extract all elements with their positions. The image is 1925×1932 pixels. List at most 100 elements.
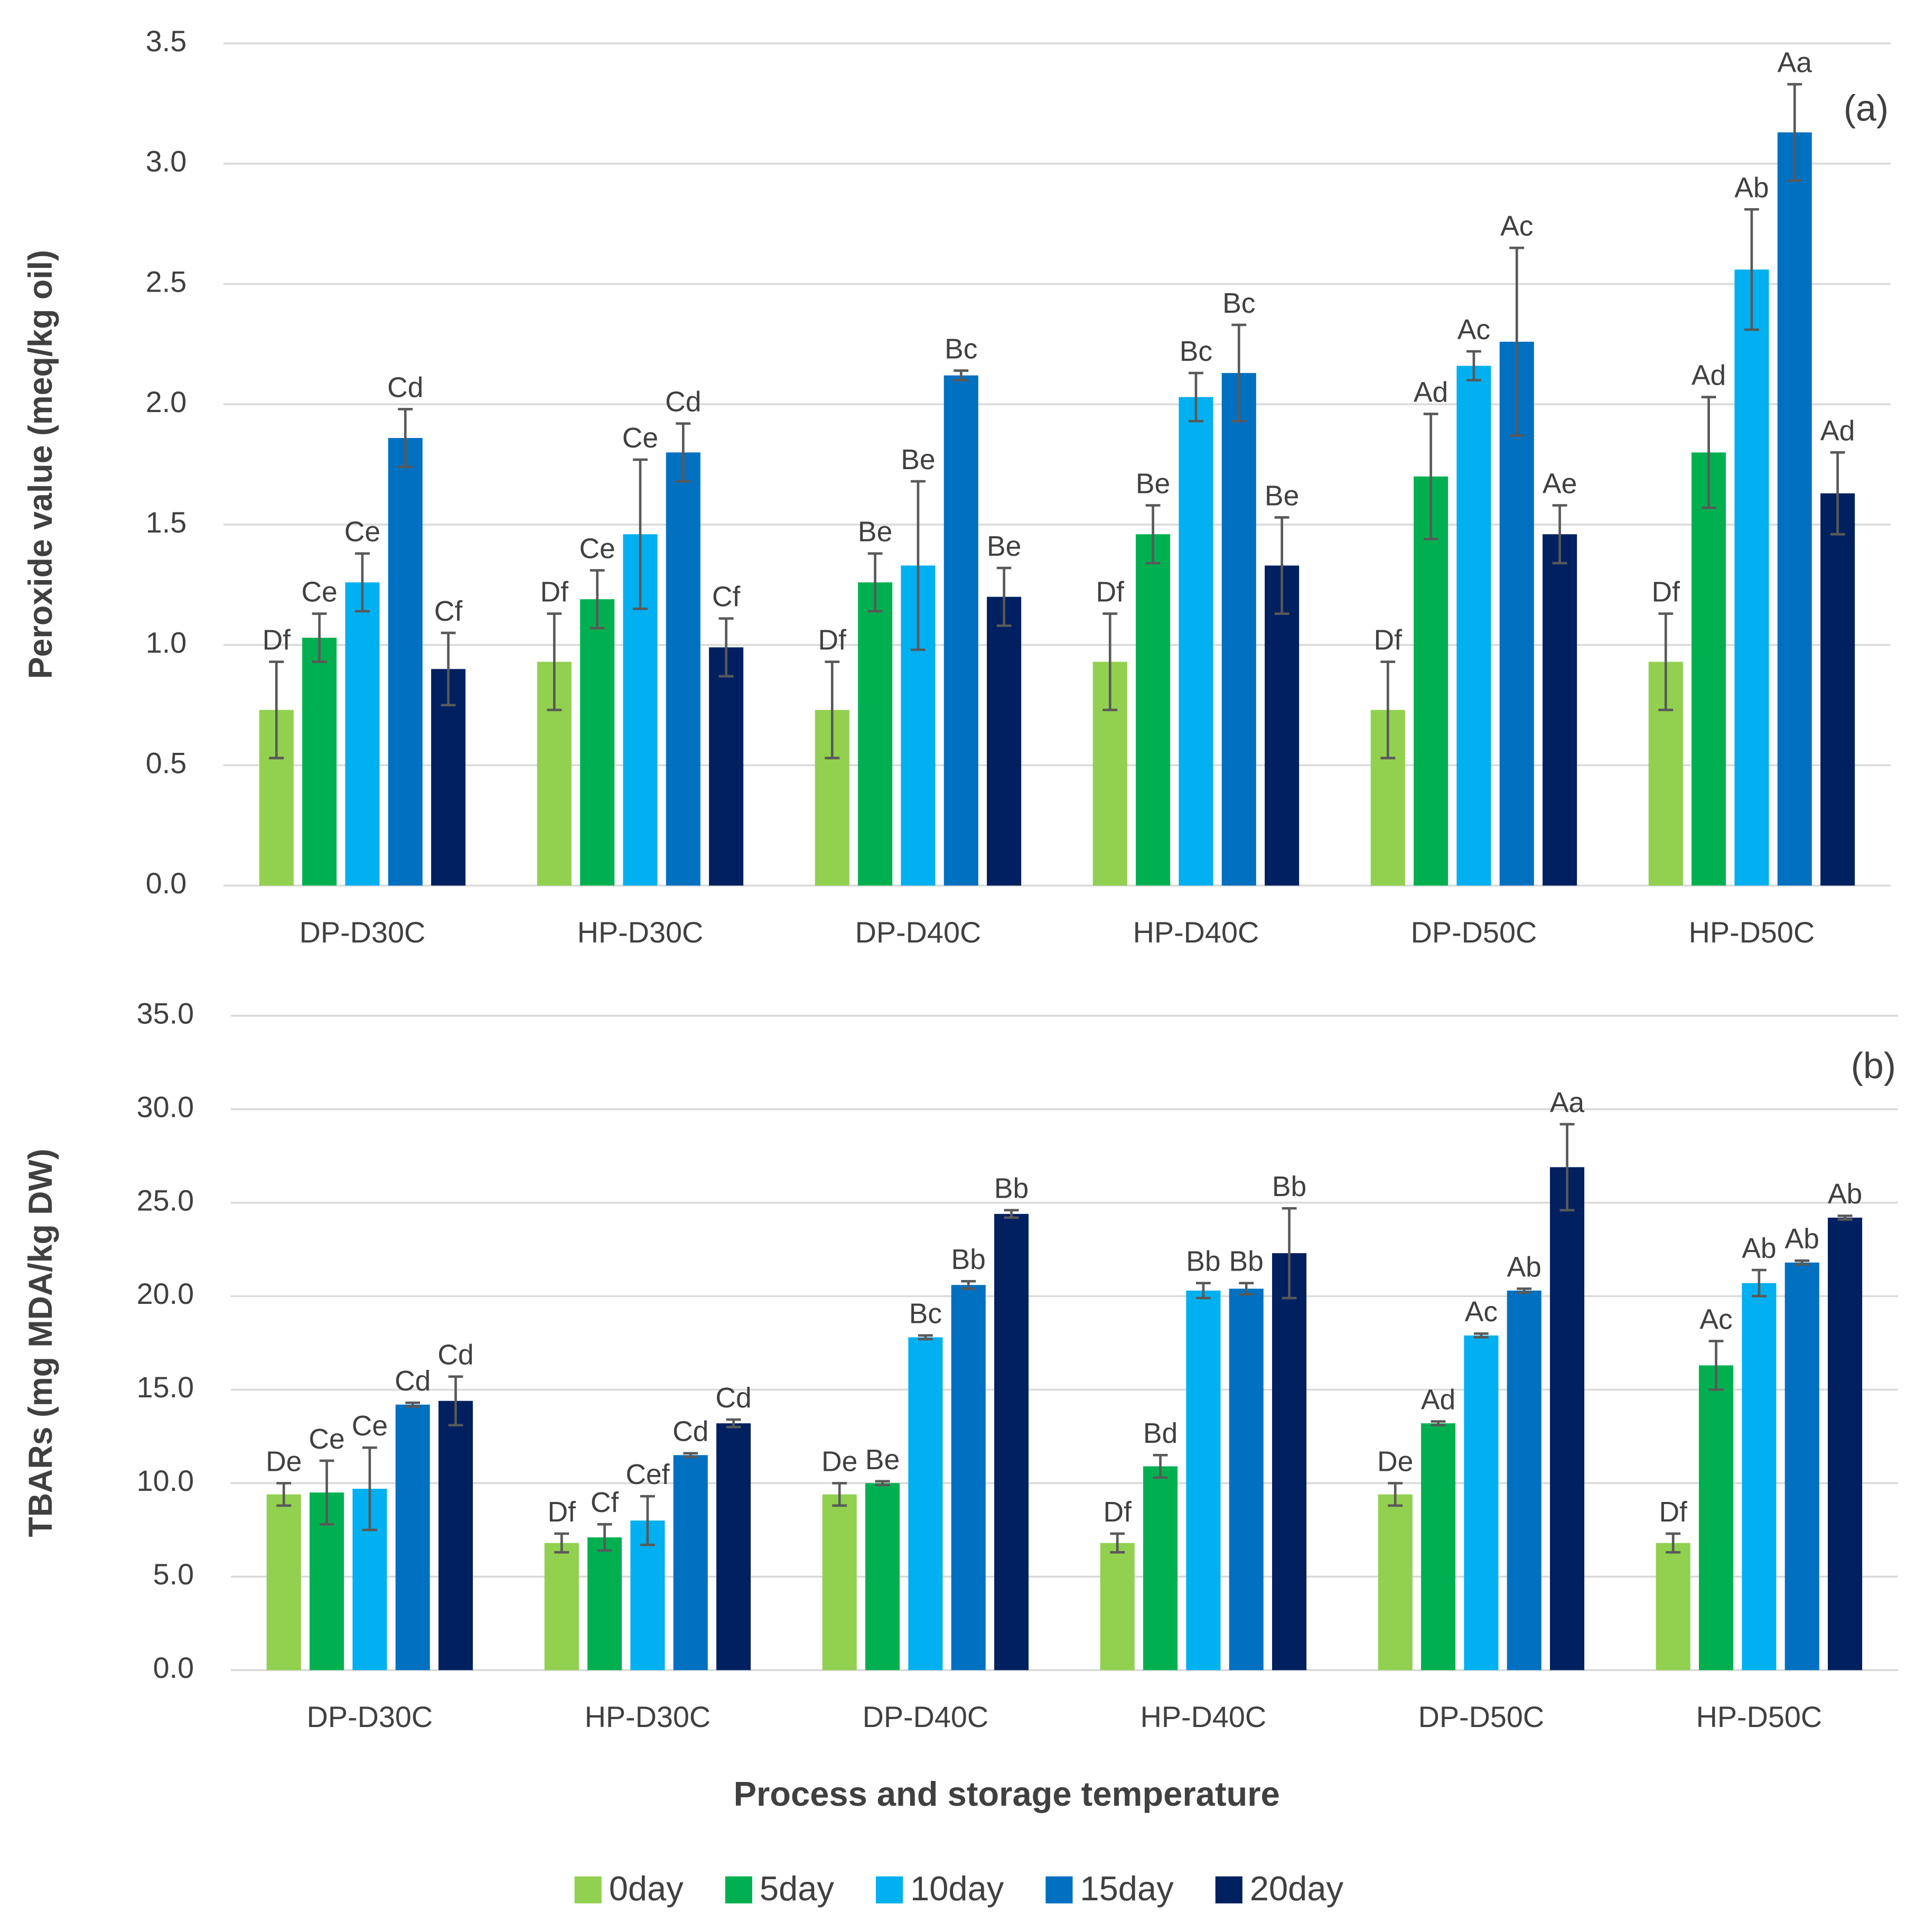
bar (266, 1494, 301, 1670)
significance-label: Ab (1734, 172, 1769, 203)
bar (1742, 1283, 1777, 1670)
significance-label: Ac (1457, 314, 1490, 346)
bar (1699, 1365, 1734, 1670)
y-tick-label: 5.0 (153, 1558, 194, 1591)
significance-label: Df (1374, 625, 1403, 656)
x-tick-label: HP-D40C (1133, 916, 1259, 949)
x-tick-label: HP-D30C (577, 916, 704, 949)
significance-label: Cd (672, 1416, 708, 1448)
significance-label: Df (1103, 1497, 1132, 1528)
bar (1414, 476, 1449, 886)
bar (1828, 1217, 1863, 1670)
bar (908, 1337, 943, 1670)
significance-label: Cd (665, 387, 701, 418)
significance-label: De (266, 1446, 302, 1477)
y-tick-label: 25.0 (137, 1184, 194, 1217)
bar (1777, 132, 1812, 886)
bar (994, 1214, 1029, 1670)
significance-label: Bb (994, 1173, 1029, 1205)
bar (673, 1455, 708, 1670)
y-tick-label: 10.0 (137, 1464, 194, 1497)
bar (1421, 1423, 1456, 1670)
significance-label: Ad (1421, 1385, 1455, 1416)
significance-label: De (821, 1446, 857, 1477)
significance-label: Cf (591, 1487, 619, 1518)
bar (1272, 1253, 1307, 1670)
significance-label: Be (1265, 480, 1299, 511)
bar (1543, 534, 1577, 886)
y-tick-label: 20.0 (137, 1277, 194, 1310)
y-tick-label: 0.5 (146, 746, 187, 779)
y-tick-label: 3.5 (146, 25, 187, 58)
y-axis-title: Peroxide value (meq/kg oil) (22, 250, 59, 679)
bar (1820, 493, 1855, 886)
y-axis-title: TBARs (mg MDA/kg DW) (22, 1149, 59, 1537)
significance-label: Ce (309, 1424, 344, 1455)
panel-label: (b) (1851, 1045, 1896, 1086)
bar (951, 1285, 986, 1670)
significance-label: Df (1652, 577, 1680, 608)
significance-label: Bd (1143, 1418, 1178, 1449)
significance-label: Aa (1550, 1087, 1585, 1118)
y-tick-label: 35.0 (137, 997, 194, 1030)
legend-swatch (875, 1876, 903, 1903)
legend-swatch (1045, 1876, 1073, 1903)
bar (858, 582, 893, 886)
y-tick-label: 0.0 (153, 1651, 194, 1684)
bar (987, 596, 1022, 886)
bar (1692, 452, 1726, 886)
bar (438, 1401, 473, 1670)
legend-swatch (1215, 1876, 1242, 1903)
x-tick-label: DP-D50C (1418, 1701, 1545, 1733)
significance-label: Cd (395, 1366, 431, 1397)
x-axis-title: Process and storage temperature (734, 1775, 1280, 1813)
bar (1136, 534, 1171, 886)
bar (345, 582, 380, 886)
significance-label: Bc (909, 1299, 942, 1330)
y-tick-label: 1.5 (146, 506, 187, 539)
significance-label: Ab (1785, 1224, 1819, 1255)
significance-label: Ce (344, 517, 380, 548)
significance-label: Be (865, 1444, 900, 1476)
significance-label: Be (987, 531, 1021, 562)
y-tick-label: 15.0 (137, 1371, 194, 1404)
bar (716, 1423, 751, 1670)
bar (1265, 565, 1300, 886)
significance-label: Cd (387, 372, 423, 403)
significance-label: De (1377, 1446, 1413, 1477)
significance-label: Bc (1222, 288, 1255, 319)
bar (822, 1494, 857, 1670)
bar (1656, 1543, 1690, 1670)
x-tick-label: DP-D50C (1411, 916, 1537, 949)
significance-label: Cf (712, 582, 741, 613)
significance-label: Ac (1699, 1304, 1732, 1335)
significance-label: Ce (579, 534, 615, 565)
significance-label: Df (540, 577, 569, 608)
x-tick-label: HP-D40C (1141, 1701, 1267, 1733)
legend-label: 20day (1250, 1869, 1344, 1908)
significance-label: Df (1096, 577, 1125, 608)
bar (1507, 1290, 1541, 1670)
significance-label: Aa (1778, 47, 1812, 78)
significance-label: Ce (622, 423, 658, 454)
x-tick-label: HP-D50C (1696, 1701, 1823, 1733)
significance-label: Bb (951, 1244, 986, 1275)
bar (580, 599, 615, 886)
x-tick-label: DP-D30C (307, 1701, 433, 1733)
significance-label: Ab (1507, 1252, 1541, 1283)
bar (388, 438, 423, 886)
legend-swatch (574, 1876, 602, 1903)
legend-swatch (725, 1876, 752, 1903)
bar (1179, 397, 1213, 886)
bar (1143, 1466, 1178, 1670)
bar (1229, 1289, 1264, 1670)
bar (666, 452, 700, 886)
legend-label: 5day (760, 1869, 835, 1908)
significance-label: Ab (1742, 1233, 1776, 1264)
bar (302, 638, 337, 886)
y-tick-label: 0.0 (146, 867, 187, 900)
significance-label: Ab (1828, 1179, 1862, 1210)
significance-label: Cd (437, 1340, 473, 1371)
bar (1784, 1262, 1819, 1670)
